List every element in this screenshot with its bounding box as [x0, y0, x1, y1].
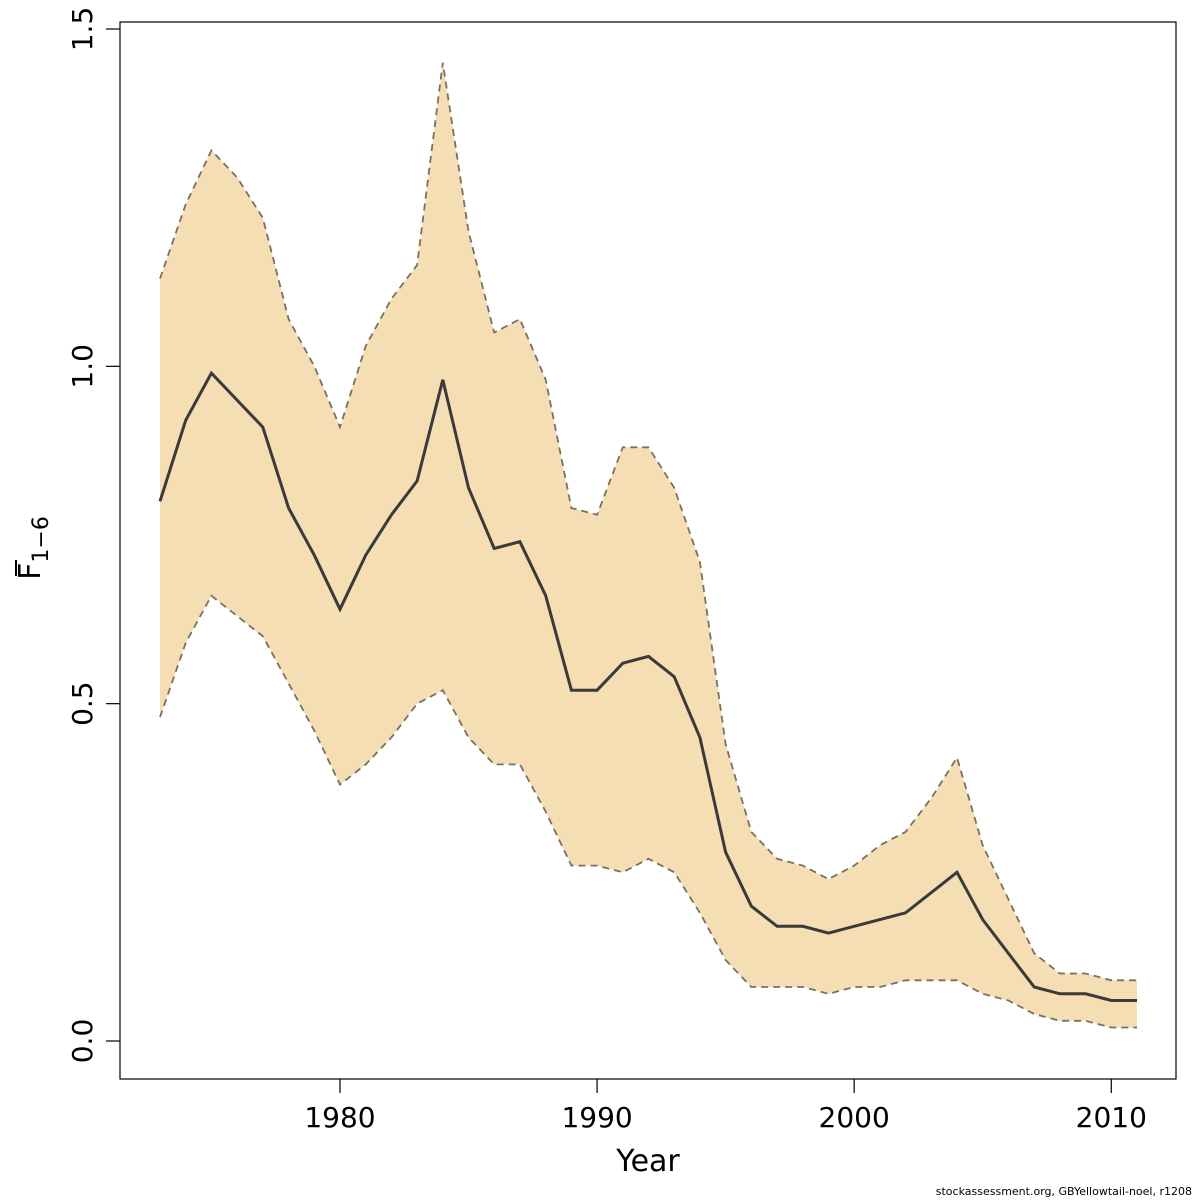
y-axis-title-main: F: [13, 563, 48, 580]
y-tick-label: 0.0: [66, 1019, 99, 1064]
lower-bound-line: [159, 594, 1137, 1029]
upper-bound-line: [159, 62, 1137, 982]
source-footer: stockassessment.org, GBYellowtail-noel, …: [935, 1185, 1192, 1198]
x-axis-title: Year: [615, 1144, 680, 1179]
x-tick-label: 1990: [561, 1101, 632, 1134]
y-axis: 0.0 0.5 1.0 1.5: [66, 7, 120, 1064]
svg-text:F1−6: F1−6: [13, 516, 54, 580]
x-tick-label: 2010: [1076, 1101, 1147, 1134]
y-tick-label: 1.0: [66, 344, 99, 389]
y-tick-label: 0.5: [66, 681, 99, 726]
y-tick-label: 1.5: [66, 7, 99, 52]
x-axis: 1980 1990 2000 2010: [304, 1079, 1147, 1134]
plot-frame: [119, 21, 1177, 1080]
y-axis-title-subscript: 1−6: [29, 516, 54, 562]
confidence-band: [160, 62, 1137, 1028]
x-tick-label: 1980: [304, 1101, 375, 1134]
x-tick-label: 2000: [819, 1101, 890, 1134]
estimate-line: [158, 370, 1137, 1002]
y-axis-title: F1−6: [13, 516, 54, 580]
